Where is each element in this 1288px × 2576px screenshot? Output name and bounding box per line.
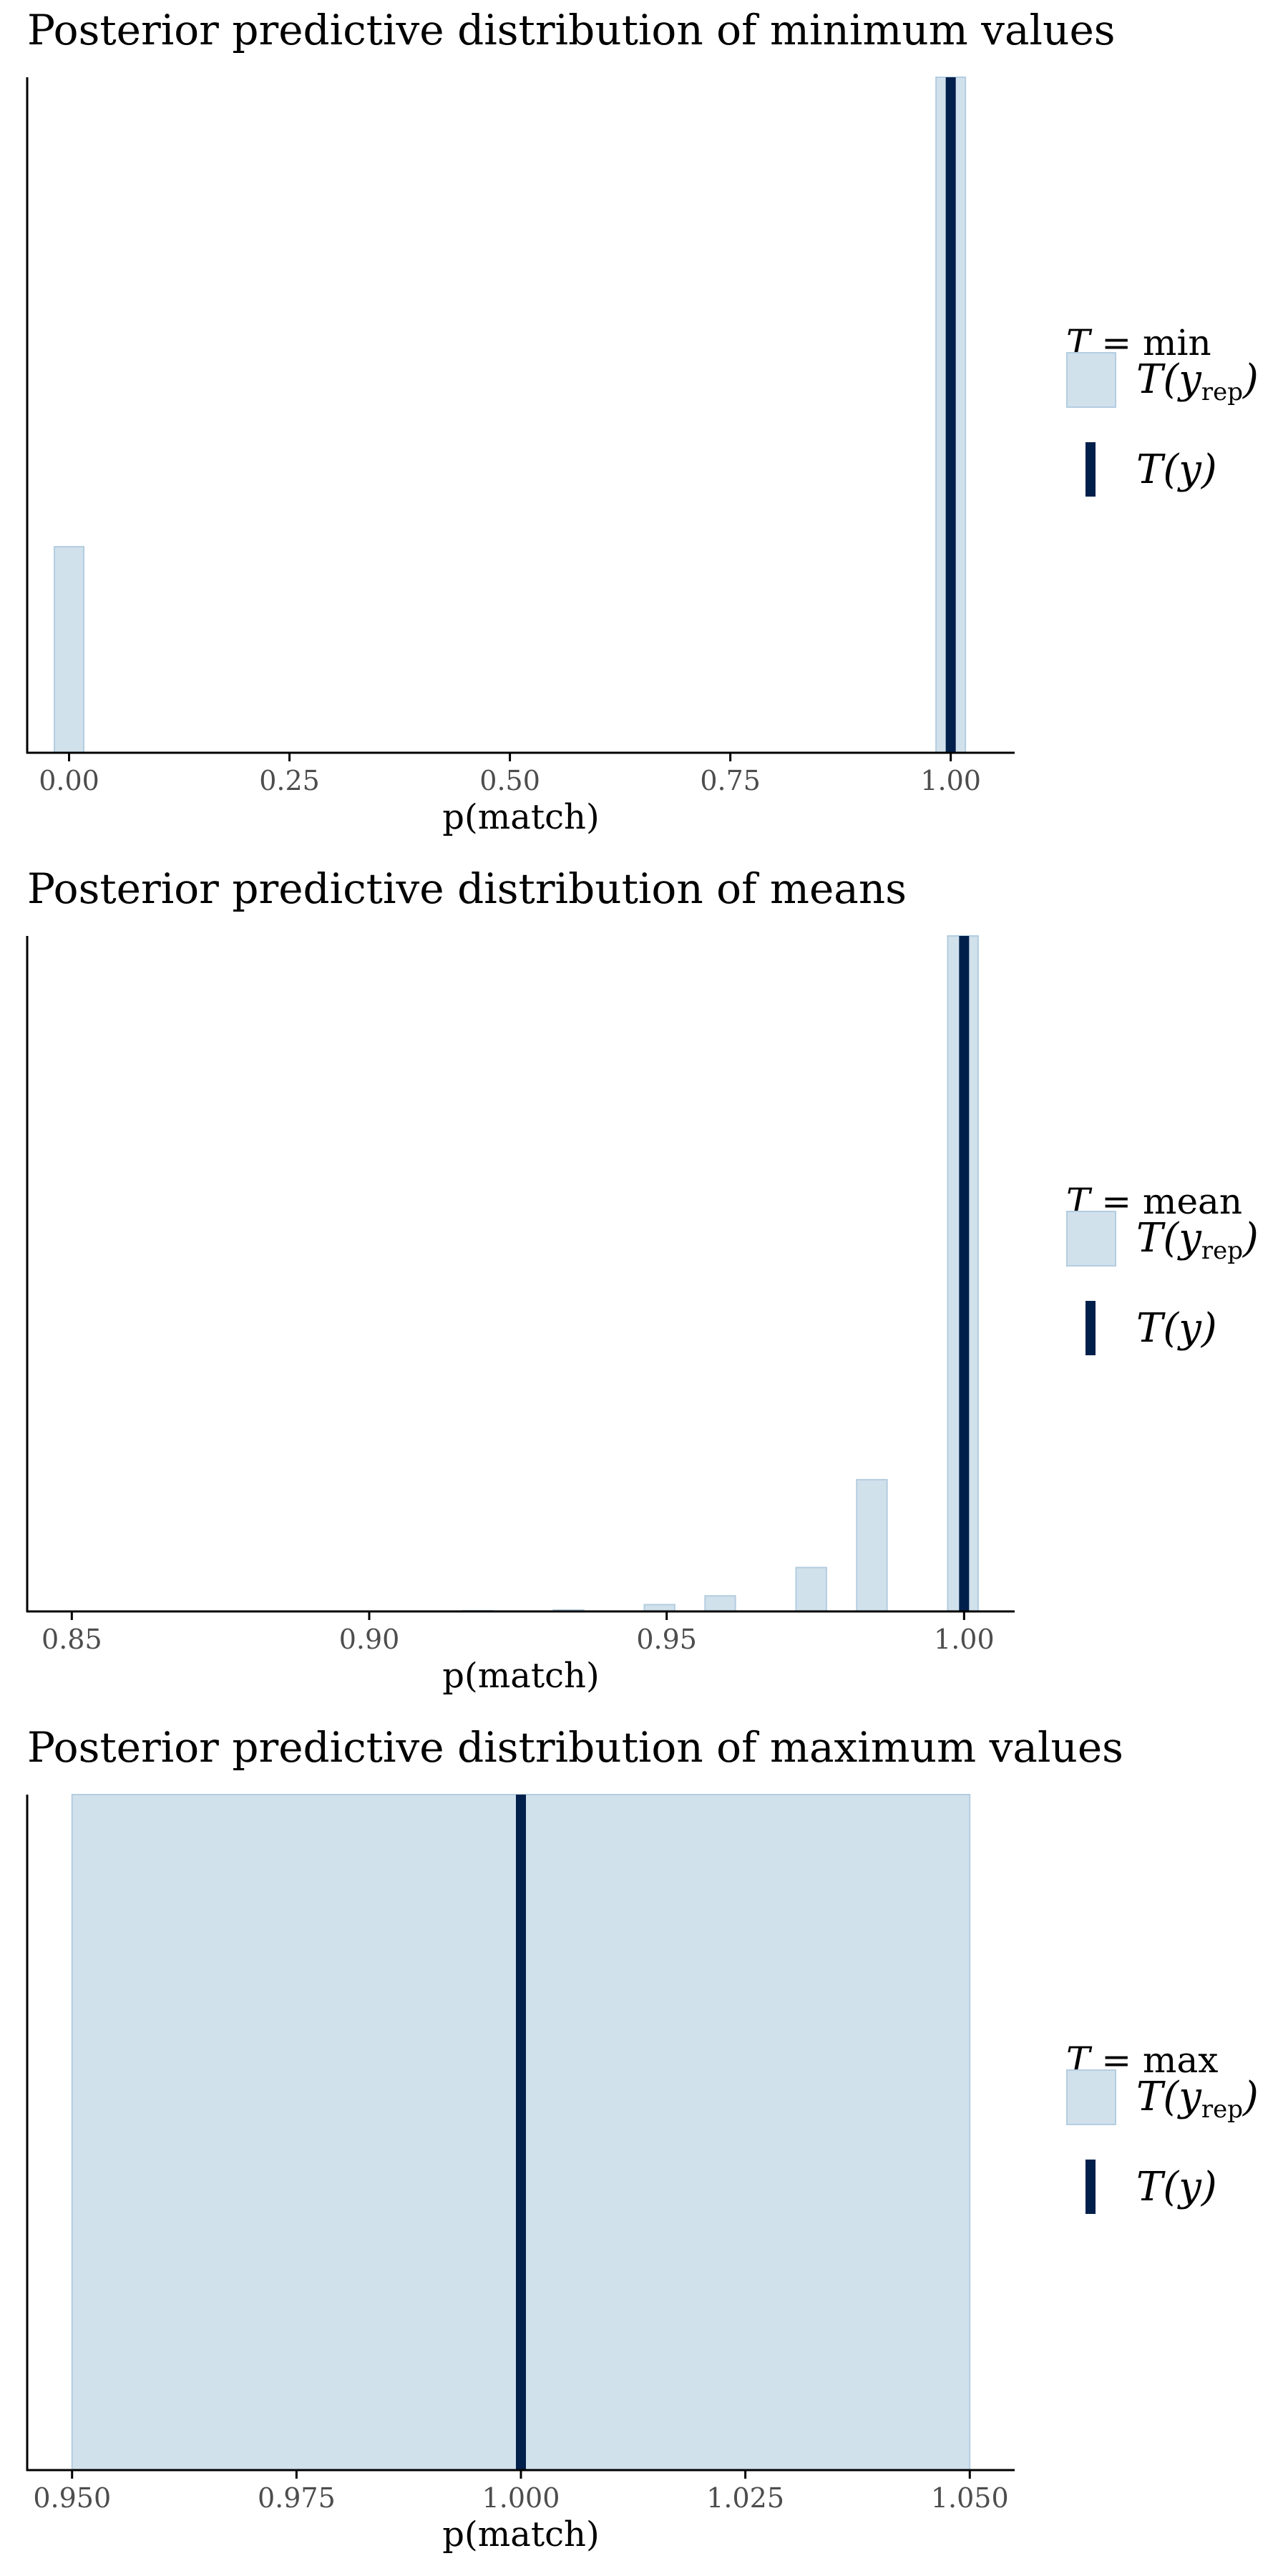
x-tick-label: 0.85 — [42, 1624, 102, 1655]
legend-label-y: T(y) — [1136, 1305, 1217, 1352]
x-tick-label: 1.00 — [934, 1624, 995, 1655]
legend-observed-mark — [1085, 442, 1096, 497]
legend: T = mean T(yrep) T(y) — [1066, 1181, 1281, 1367]
x-axis-label: p(match) — [442, 1656, 599, 1696]
x-tick-label: 0.50 — [479, 765, 540, 796]
legend-observed-mark — [1085, 2160, 1096, 2214]
panel-max: Posterior predictive distribution of max… — [0, 1717, 1288, 2576]
histogram-bar — [795, 1566, 827, 1613]
legend: T = max T(yrep) T(y) — [1066, 2039, 1281, 2225]
histogram-bar — [856, 1478, 888, 1612]
chart-title: Posterior predictive distribution of mea… — [27, 864, 907, 913]
legend-label-y: T(y) — [1136, 447, 1217, 493]
chart-title: Posterior predictive distribution of max… — [27, 1723, 1123, 1772]
legend-label-y: T(y) — [1136, 2164, 1217, 2210]
legend-swatch-yrep — [1066, 352, 1116, 408]
legend-label-yrep: T(yrep) — [1136, 1215, 1259, 1265]
legend-title: T = mean — [1066, 1181, 1243, 1222]
x-tick-label: 0.95 — [636, 1624, 697, 1655]
x-tick-label: 0.90 — [339, 1624, 400, 1655]
x-tick-label: 0.00 — [39, 765, 99, 796]
legend-label-yrep: T(yrep) — [1136, 356, 1259, 406]
x-tick-label: 0.25 — [259, 765, 320, 796]
legend-observed-mark — [1085, 1301, 1096, 1355]
histogram-min: 0.00 0.25 0.50 0.75 1.00 p(match) — [26, 77, 1015, 837]
legend: T = min T(yrep) T(y) — [1066, 322, 1281, 508]
histogram-bar — [54, 546, 85, 754]
histogram-bar — [704, 1595, 736, 1612]
x-tick-label: 1.00 — [920, 765, 981, 796]
histogram-max: 0.950 0.975 1.000 1.025 1.050 p(match) — [26, 1794, 1015, 2555]
legend-title: T = min — [1066, 322, 1211, 364]
x-tick-label: 0.975 — [258, 2482, 336, 2514]
x-axis-label: p(match) — [442, 2514, 599, 2555]
legend-swatch-yrep — [1066, 2069, 1116, 2125]
legend-label-yrep: T(yrep) — [1136, 2074, 1259, 2124]
x-tick-label: 0.75 — [700, 765, 761, 796]
x-tick-label: 1.000 — [482, 2482, 560, 2514]
legend-title: T = max — [1066, 2039, 1219, 2081]
x-tick-label: 1.050 — [931, 2482, 1009, 2514]
x-tick-label: 1.025 — [706, 2482, 784, 2514]
legend-swatch-yrep — [1066, 1211, 1116, 1267]
x-tick-label: 0.950 — [33, 2482, 111, 2514]
histogram-mean: 0.85 0.90 0.95 1.00 p(match) — [26, 935, 1015, 1696]
panel-mean: Posterior predictive distribution of mea… — [0, 859, 1288, 1717]
x-axis-label: p(match) — [442, 797, 599, 837]
chart-title: Posterior predictive distribution of min… — [27, 6, 1116, 54]
panel-min: Posterior predictive distribution of min… — [0, 0, 1288, 859]
